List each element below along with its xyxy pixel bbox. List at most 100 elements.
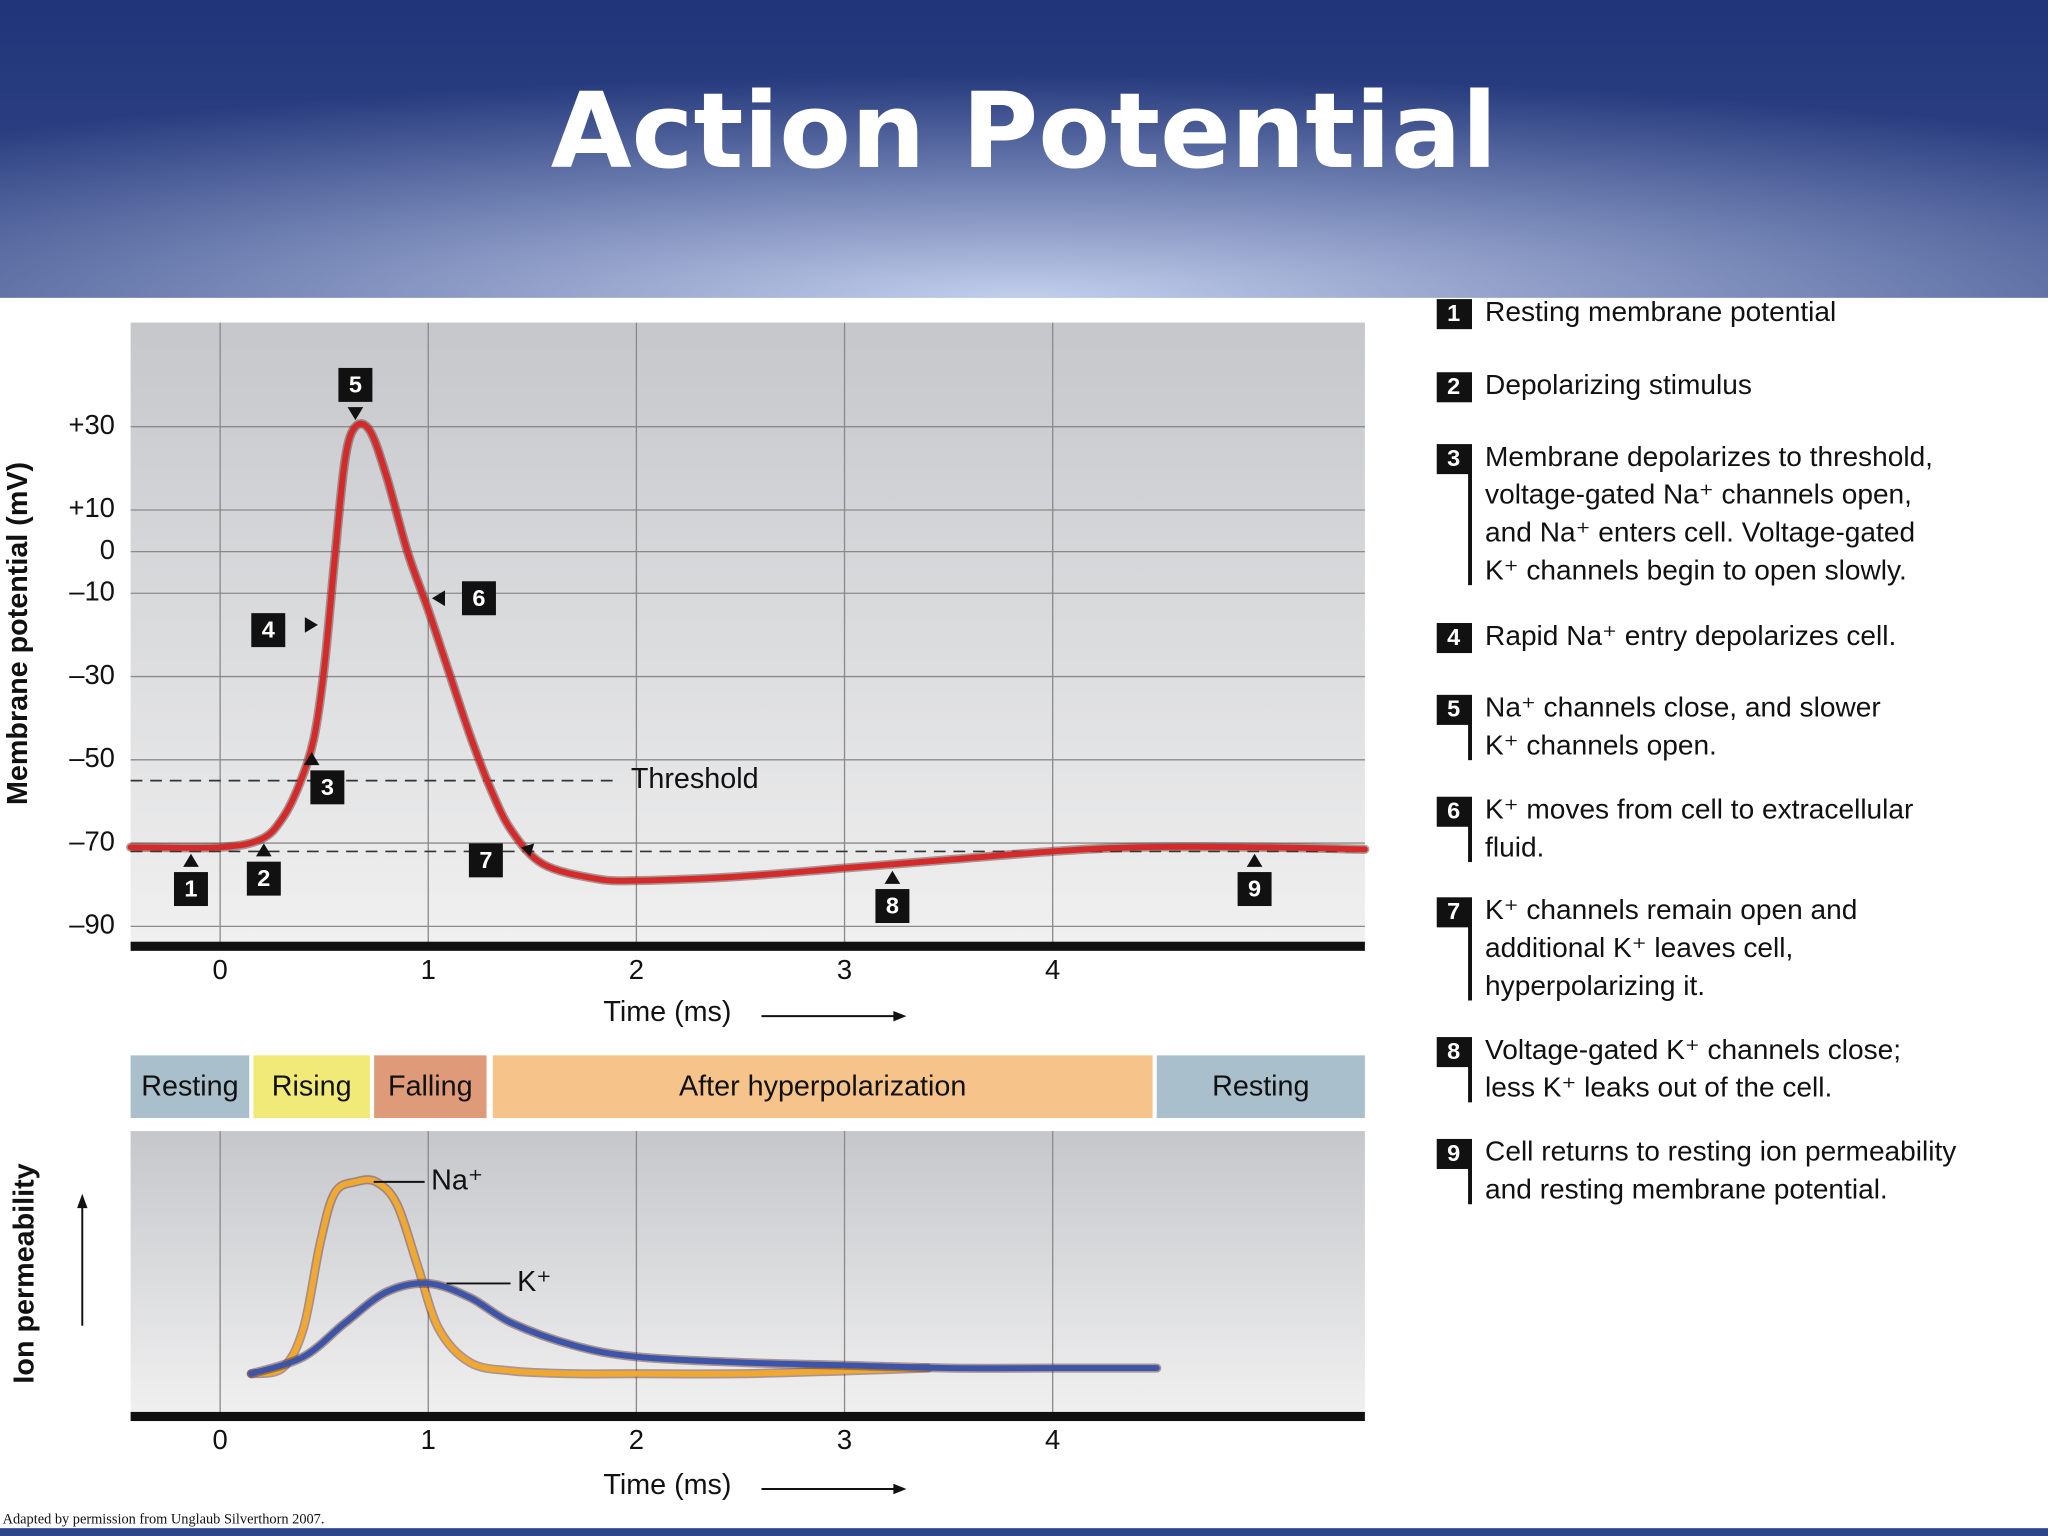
reference-label: Threshold xyxy=(631,763,759,795)
marker-label: 4 xyxy=(262,617,275,643)
y-axis-label: Ion permeability xyxy=(9,1163,41,1383)
step-text: K⁺ channels begin to open slowly. xyxy=(1485,555,1907,586)
step-bracket xyxy=(1468,1051,1472,1103)
phase-band xyxy=(1156,1055,1365,1119)
step-text: K⁺ moves from cell to extracellular xyxy=(1485,794,1913,825)
x-tick-label: 1 xyxy=(421,1424,436,1455)
step-number: 4 xyxy=(1447,624,1460,650)
phase-label: Falling xyxy=(388,1071,473,1103)
legend-label: Na⁺ xyxy=(431,1164,483,1196)
marker-box xyxy=(246,861,281,896)
x-axis-arrowhead xyxy=(893,1483,907,1495)
marker-arrow xyxy=(1246,853,1263,867)
x-tick-label: 1 xyxy=(421,954,436,985)
marker-box xyxy=(461,581,496,616)
step-text: voltage-gated Na⁺ channels open, xyxy=(1485,479,1912,510)
marker-arrow xyxy=(255,843,272,857)
step-text: Rapid Na⁺ entry depolarizes cell. xyxy=(1485,620,1896,651)
step-number: 3 xyxy=(1447,445,1460,471)
charts: 0 1 2 3 4 +30 +10 0 –10 –30 –50 –70 –90 Time (ms) Memb… xyxy=(2,296,1956,1501)
step-text: fluid. xyxy=(1485,831,1544,862)
marker-box xyxy=(310,770,345,805)
slide-title: Action Potential xyxy=(551,70,1498,192)
phase-label: After hyperpolarization xyxy=(679,1071,966,1103)
step-number: 8 xyxy=(1447,1038,1460,1064)
step-text: less K⁺ leaks out of the cell. xyxy=(1485,1072,1832,1103)
phase-label: Resting xyxy=(1212,1071,1309,1103)
step-text: Na⁺ channels close, and slower xyxy=(1485,692,1881,723)
step-text: Membrane depolarizes to threshold, xyxy=(1485,441,1933,472)
step-box xyxy=(1436,299,1472,330)
step-box xyxy=(1436,694,1472,725)
step-text: Depolarizing stimulus xyxy=(1485,369,1752,400)
marker-label: 1 xyxy=(184,876,197,902)
step-text: K⁺ channels open. xyxy=(1485,730,1717,761)
line xyxy=(248,1280,1160,1377)
marker-arrow xyxy=(431,590,445,607)
phase-band xyxy=(374,1055,487,1119)
marker-box xyxy=(338,367,373,402)
x-axis xyxy=(130,941,1365,951)
step-text: and Na⁺ enters cell. Voltage-gated xyxy=(1485,517,1915,548)
x-axis-arrowhead xyxy=(893,1010,907,1022)
marker-box xyxy=(875,889,910,924)
step-number: 1 xyxy=(1447,300,1460,326)
x-tick-label: 3 xyxy=(837,1424,852,1455)
marker-box xyxy=(1237,872,1272,907)
plot-area xyxy=(130,1131,1365,1414)
y-tick-label: –30 xyxy=(69,659,115,690)
y-tick-label: +30 xyxy=(68,409,115,440)
x-axis xyxy=(130,1411,1365,1422)
step-number: 9 xyxy=(1447,1140,1460,1166)
footer-band xyxy=(0,1528,2048,1536)
step-bracket xyxy=(1468,458,1472,586)
line xyxy=(127,420,1368,884)
marker-arrow xyxy=(304,617,318,633)
x-tick-label: 3 xyxy=(837,954,852,985)
step-text: additional K⁺ leaves cell, xyxy=(1485,932,1793,963)
marker-label: 2 xyxy=(257,865,270,891)
step-box xyxy=(1436,444,1472,475)
phase-label: Rising xyxy=(272,1071,352,1103)
step-number: 2 xyxy=(1447,373,1460,399)
marker-label: 6 xyxy=(472,585,485,611)
phase-band xyxy=(253,1055,370,1119)
y-tick-label: –50 xyxy=(69,742,115,773)
step-box xyxy=(1436,1037,1472,1068)
y-axis-arrowhead xyxy=(77,1193,88,1209)
x-axis-label: Time (ms) xyxy=(603,996,731,1028)
y-tick-label: +10 xyxy=(68,492,115,523)
step-text: hyperpolarizing it. xyxy=(1485,970,1705,1001)
marker-arrow xyxy=(884,870,901,884)
marker-label: 7 xyxy=(479,847,492,873)
x-tick-label: 2 xyxy=(629,954,644,985)
phase-band xyxy=(492,1055,1153,1119)
marker-label: 8 xyxy=(886,893,899,919)
step-number: 7 xyxy=(1447,898,1460,924)
marker-label: 5 xyxy=(349,371,362,397)
step-text: Voltage-gated K⁺ channels close; xyxy=(1485,1034,1901,1065)
step-number: 5 xyxy=(1447,696,1460,722)
credit: Adapted by permission from Unglaub Silve… xyxy=(3,1512,325,1528)
step-box xyxy=(1436,372,1472,403)
y-tick-label: –70 xyxy=(69,825,115,856)
marker-label: 9 xyxy=(1248,876,1261,902)
step-box xyxy=(1436,623,1472,654)
step-text: Cell returns to resting ion permeability xyxy=(1485,1136,1956,1167)
legend-label: K⁺ xyxy=(517,1266,551,1298)
plot-area xyxy=(130,322,1365,944)
x-axis-label: Time (ms) xyxy=(603,1469,731,1501)
step-bracket xyxy=(1468,811,1472,863)
phase-band xyxy=(130,1055,250,1119)
step-text: and resting membrane potential. xyxy=(1485,1174,1888,1205)
x-tick-label: 4 xyxy=(1045,1424,1060,1455)
marker-arrow xyxy=(183,853,199,867)
y-tick-label: –90 xyxy=(69,909,115,940)
x-tick-label: 0 xyxy=(212,954,227,985)
marker-box xyxy=(251,613,286,648)
marker-label: 3 xyxy=(321,774,334,800)
step-text: K⁺ channels remain open and xyxy=(1485,894,1857,925)
marker-box xyxy=(173,872,208,907)
